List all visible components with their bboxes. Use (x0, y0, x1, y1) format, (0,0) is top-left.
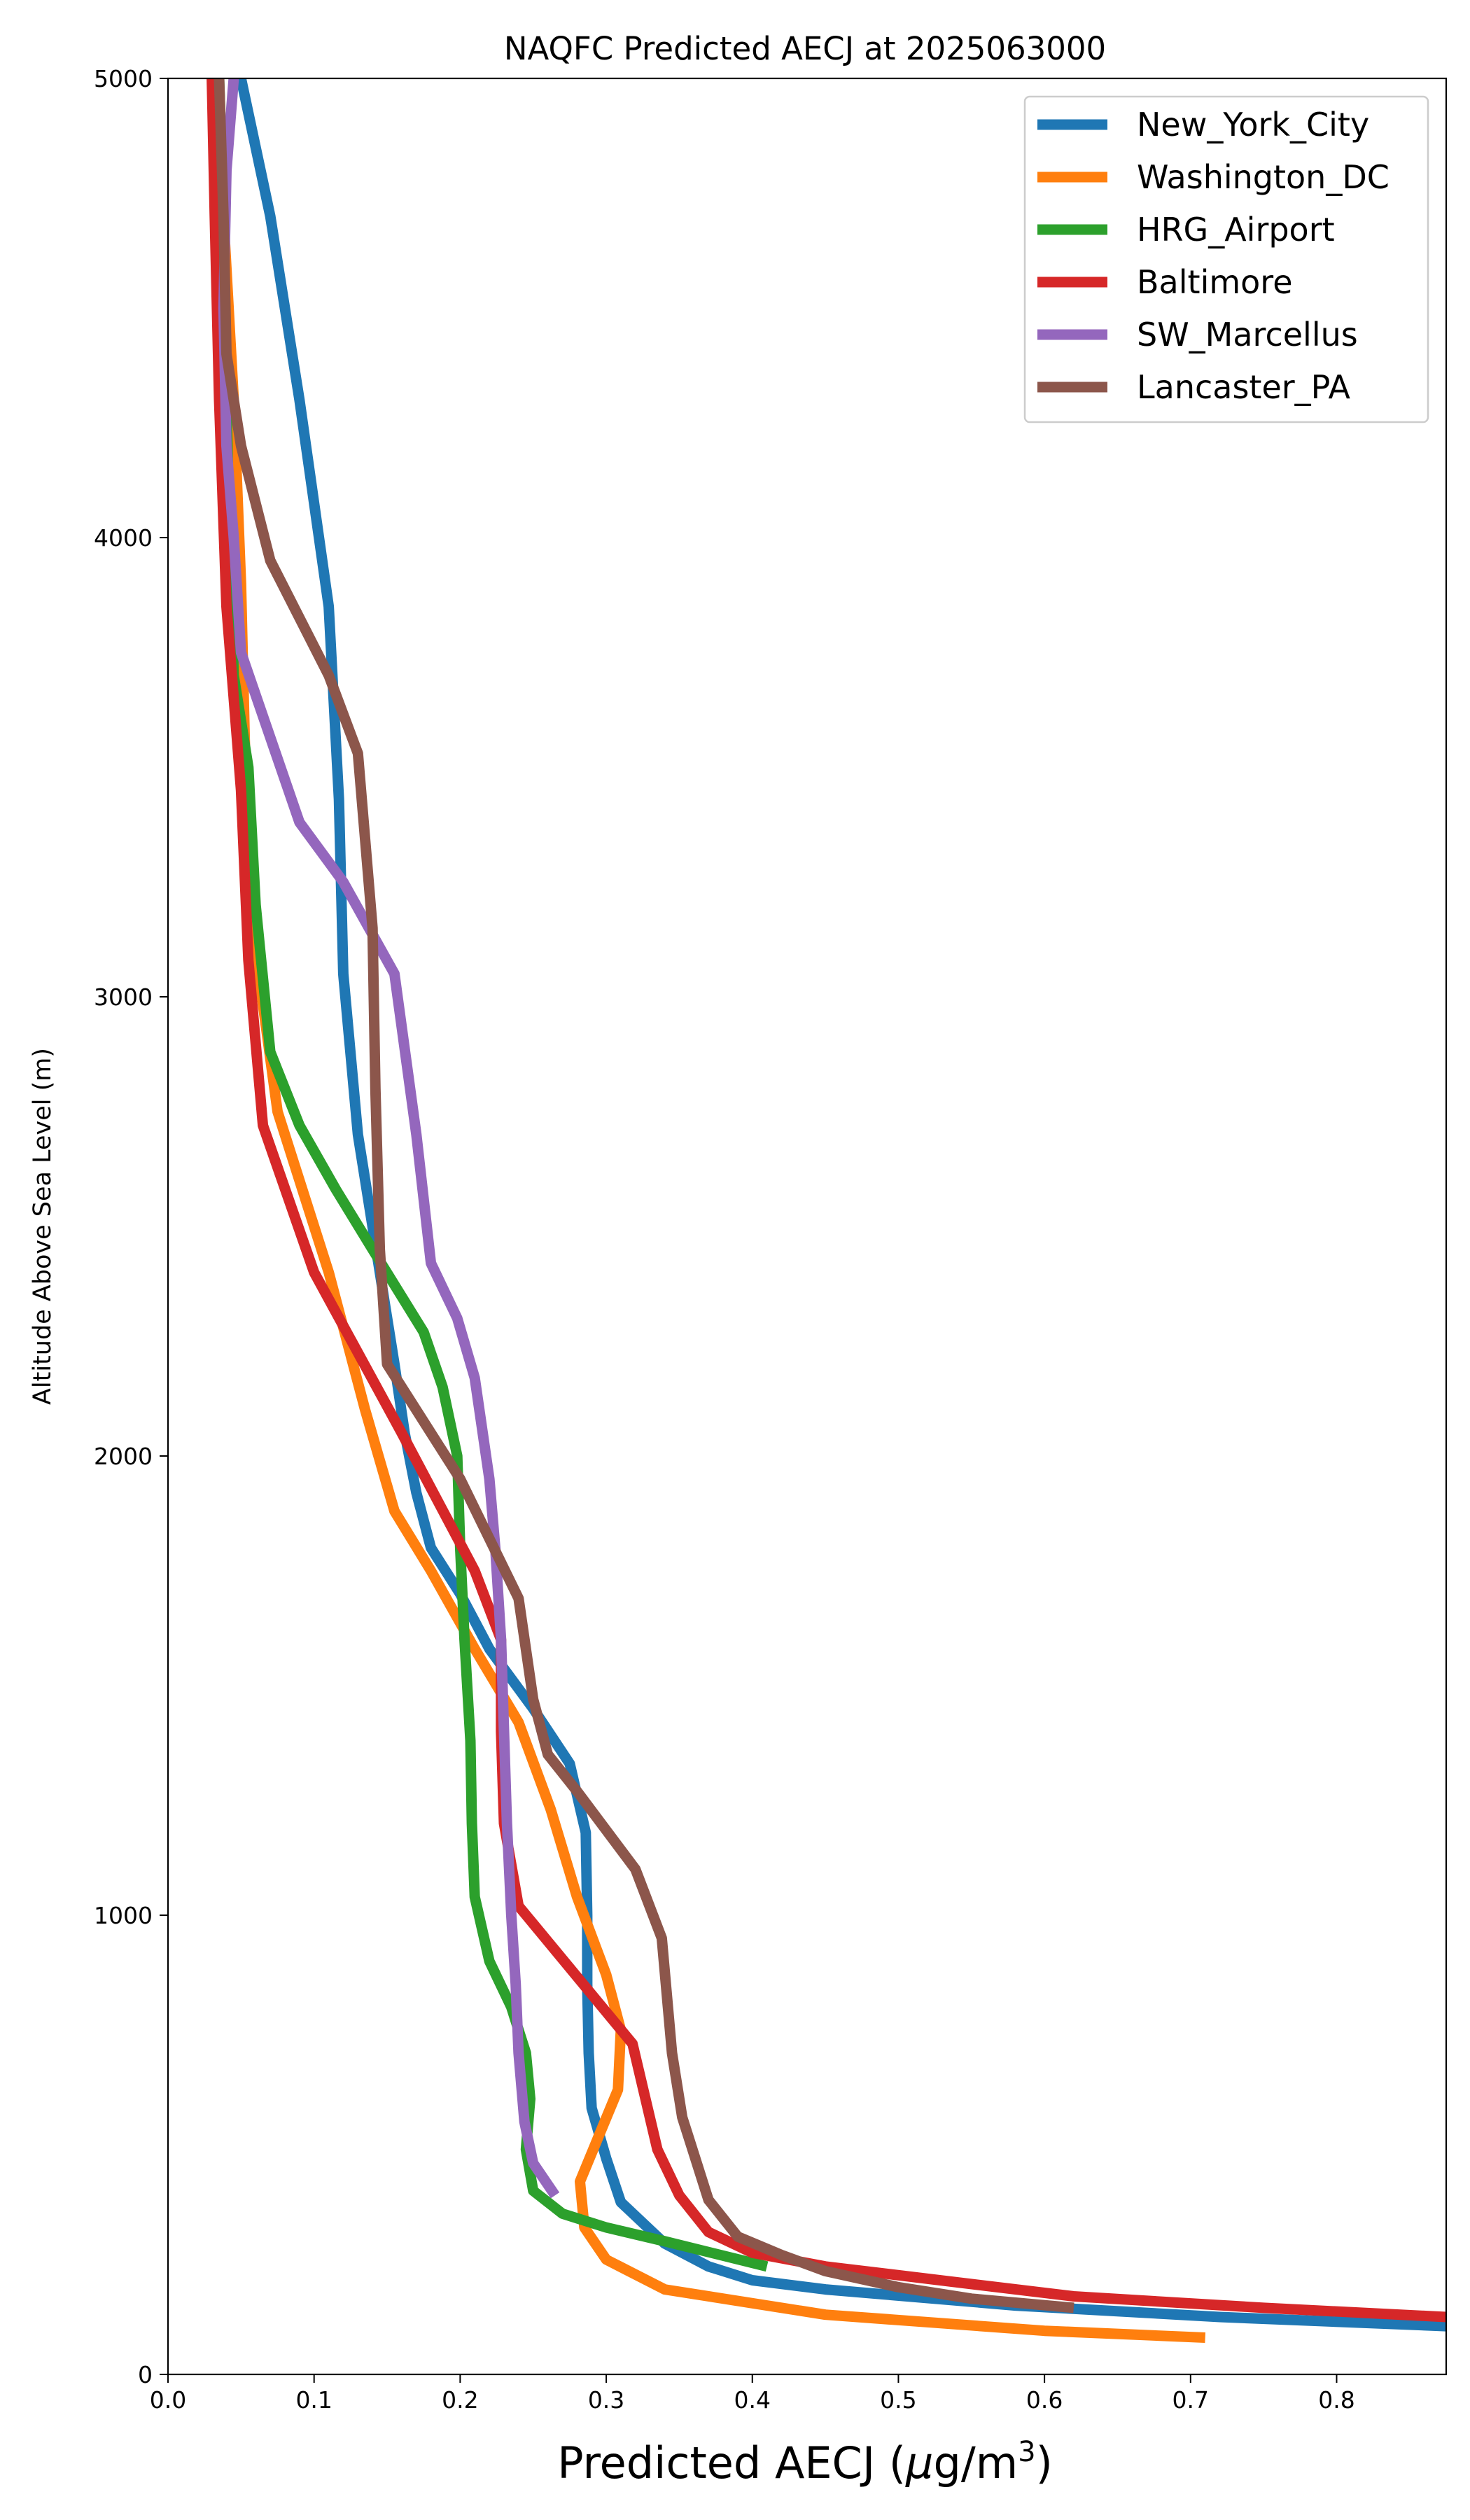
legend-label-lancaster-pa: Lancaster_PA (1137, 368, 1350, 406)
y-axis-label: Altitude Above Sea Level (m) (29, 1048, 57, 1405)
series-line-new-york-city (235, 78, 1446, 2332)
y-tick-label: 3000 (94, 983, 153, 1011)
y-tick-label: 2000 (94, 1443, 153, 1470)
x-tick-label: 0.5 (880, 2386, 916, 2414)
x-tick-label: 0.4 (734, 2386, 771, 2414)
x-tick-label: 0.2 (442, 2386, 478, 2414)
x-tick-label: 0.1 (295, 2386, 332, 2414)
y-axis: 0 1000 2000 3000 4000 5000 (94, 65, 168, 2388)
plot-frame (167, 77, 1448, 2376)
legend-label-hrg-airport: HRG_Airport (1137, 211, 1335, 248)
series-line-sw-marcellus (218, 78, 560, 2199)
y-tick-label: 5000 (94, 65, 153, 92)
x-tick-label: 0.3 (588, 2386, 624, 2414)
x-tick-label: 0.7 (1172, 2386, 1209, 2414)
legend-label-new-york-city: New_York_City (1137, 106, 1369, 144)
y-tick-label: 1000 (94, 1902, 153, 1929)
x-tick-label: 0.8 (1318, 2386, 1354, 2414)
series-layer (206, 78, 1446, 2343)
legend-box (1023, 95, 1429, 424)
legend: New_York_City Washington_DC HRG_Airport Bal… (1023, 95, 1429, 424)
x-tick-label: 0.6 (1026, 2386, 1063, 2414)
legend-label-washington-dc: Washington_DC (1137, 158, 1390, 196)
y-tick-label: 4000 (94, 524, 153, 552)
legend-label-sw-marcellus: SW_Marcellus (1137, 316, 1358, 354)
series-line-lancaster-pa (214, 78, 1074, 2314)
x-axis: 0.0 0.1 0.2 0.3 0.4 0.5 0.6 0.7 0.8 (150, 2374, 1355, 2414)
x-tick-label: 0.0 (150, 2386, 186, 2414)
x-axis-label: Predicted AECJ (μg/m3) (557, 2436, 1053, 2488)
y-tick-label: 0 (138, 2361, 153, 2388)
chart-title: NAQFC Predicted AECJ at 2025063000 (504, 30, 1106, 67)
legend-label-baltimore: Baltimore (1137, 263, 1293, 301)
